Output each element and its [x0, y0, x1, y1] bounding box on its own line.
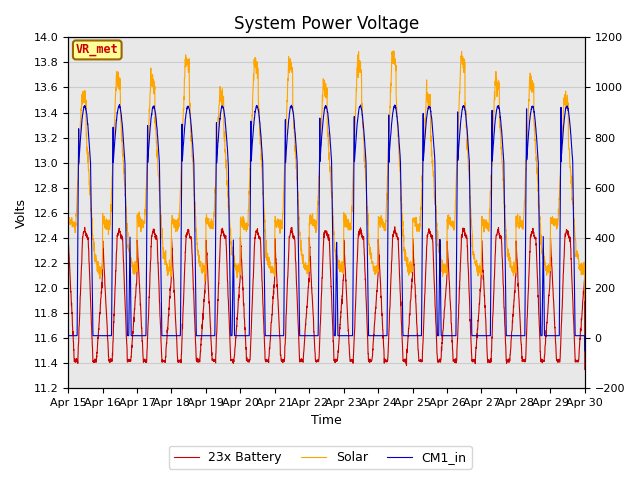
- 23x Battery: [262, 357, 270, 362]
- 23x Battery: [154, 255, 161, 261]
- Text: VR_met: VR_met: [76, 44, 118, 57]
- 23x Battery: [581, 367, 589, 372]
- Solar: [285, 54, 292, 60]
- Solar: [262, 241, 270, 247]
- 23x Battery: [571, 349, 579, 355]
- Solar: [124, 221, 131, 227]
- X-axis label: Time: Time: [311, 414, 342, 427]
- 23x Battery: [285, 251, 292, 257]
- 23x Battery: [64, 232, 72, 238]
- CM1_in: [581, 348, 589, 354]
- Solar: [154, 163, 161, 168]
- Line: Solar: Solar: [68, 51, 585, 300]
- CM1_in: [124, 322, 131, 328]
- Legend: 23x Battery, Solar, CM1_in: 23x Battery, Solar, CM1_in: [168, 446, 472, 469]
- Y-axis label: Volts: Volts: [15, 198, 28, 228]
- 23x Battery: [515, 300, 523, 306]
- CM1_in: [571, 308, 579, 313]
- Line: 23x Battery: 23x Battery: [68, 227, 585, 370]
- CM1_in: [154, 137, 162, 143]
- Title: System Power Voltage: System Power Voltage: [234, 15, 419, 33]
- 23x Battery: [391, 224, 399, 230]
- CM1_in: [64, 333, 72, 338]
- Solar: [571, 230, 579, 236]
- Solar: [515, 222, 523, 228]
- CM1_in: [285, 116, 292, 121]
- CM1_in: [262, 333, 270, 338]
- 23x Battery: [124, 347, 131, 352]
- Line: CM1_in: CM1_in: [68, 105, 585, 351]
- CM1_in: [515, 333, 523, 338]
- CM1_in: [116, 102, 124, 108]
- Solar: [581, 298, 589, 303]
- Solar: [64, 221, 72, 227]
- Solar: [390, 48, 397, 54]
